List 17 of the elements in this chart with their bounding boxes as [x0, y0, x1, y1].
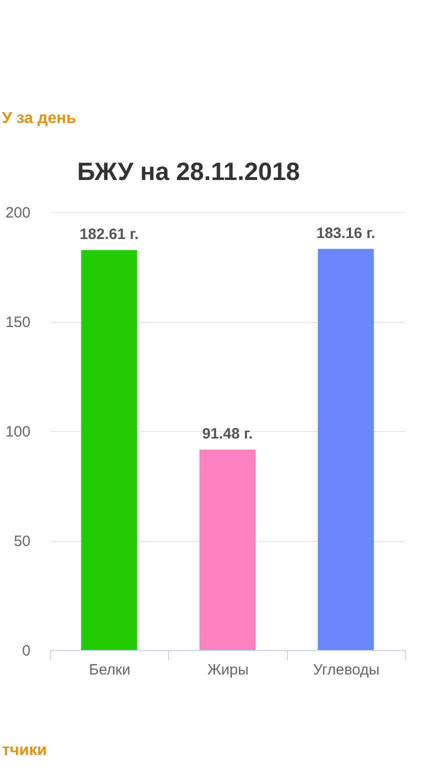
- y-tick-label: 200: [5, 204, 30, 222]
- bar: [200, 450, 256, 650]
- data-label: 91.48 г.: [202, 426, 253, 443]
- text: У за день: [2, 110, 76, 127]
- bar: [81, 250, 138, 650]
- x-tick-label: Углеводы: [313, 662, 380, 678]
- y-tick-label: 50: [14, 533, 30, 550]
- x-tick-label: Белки: [88, 662, 130, 678]
- data-label: 183.16 г.: [316, 224, 376, 242]
- x-tick-label: Жиры: [207, 662, 249, 678]
- bar: [318, 248, 374, 650]
- data-label: 182.61 г.: [80, 226, 139, 244]
- y-tick-label: 100: [5, 424, 30, 440]
- y-tick-label: 150: [5, 314, 30, 331]
- chart-title: БЖУ на 28.11.2018: [77, 158, 300, 186]
- text: тчики: [2, 742, 47, 759]
- y-tick-label: 0: [22, 642, 30, 660]
